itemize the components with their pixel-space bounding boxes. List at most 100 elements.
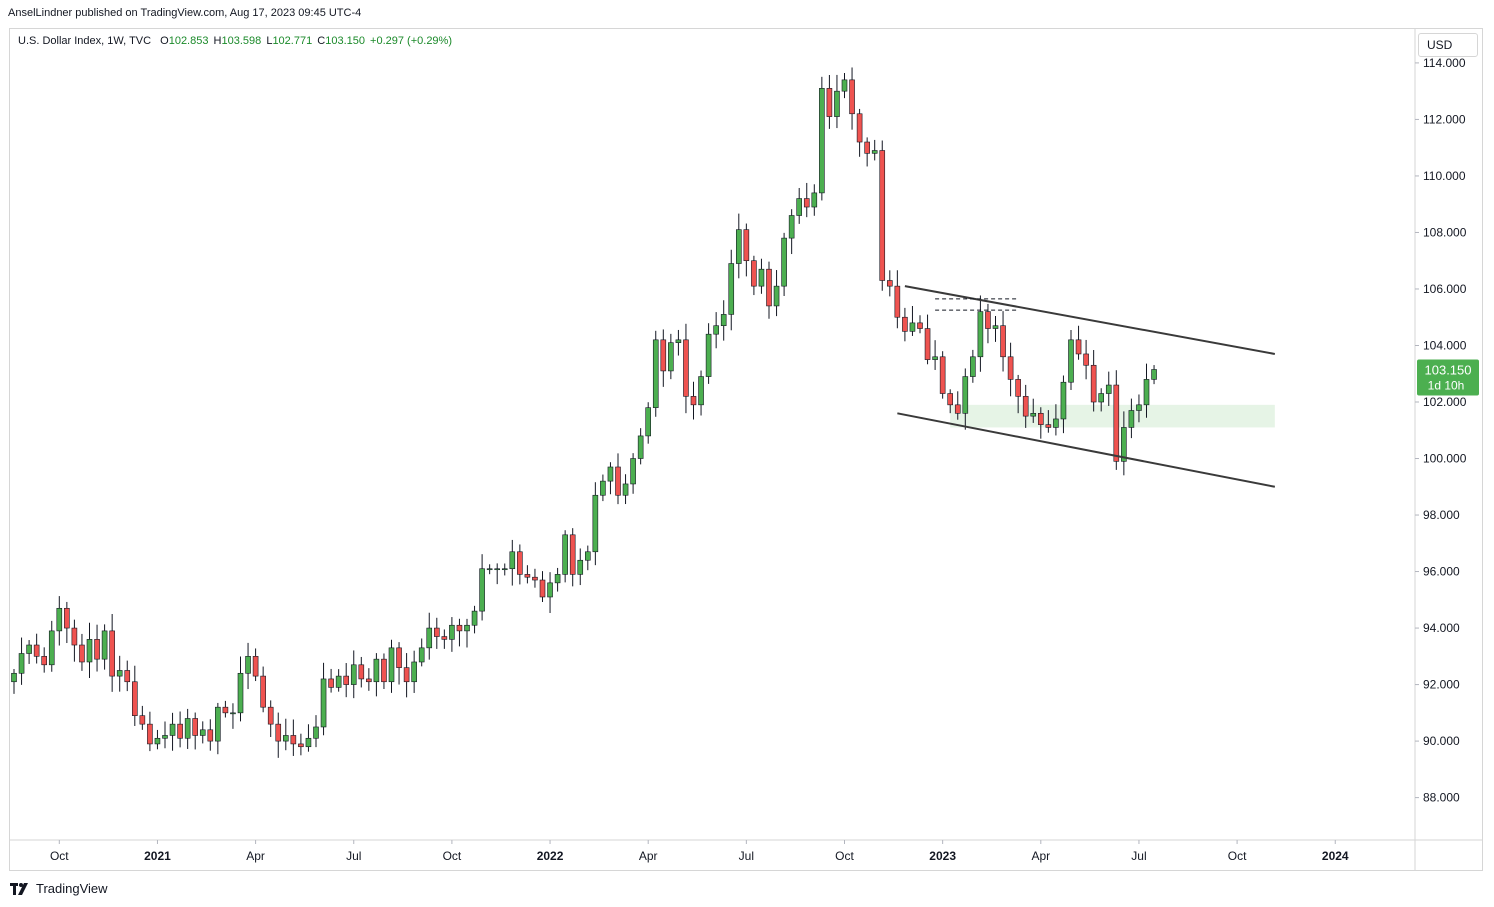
x-tick-label: Jul <box>1131 849 1146 863</box>
candle-body <box>411 661 417 683</box>
candle-body <box>1136 404 1142 411</box>
candle-body <box>1083 353 1089 366</box>
candle-body <box>1113 384 1120 462</box>
candle-body <box>554 574 561 584</box>
candle-body <box>388 647 395 683</box>
candle-body <box>992 325 999 329</box>
currency-selector[interactable]: USD <box>1418 33 1478 57</box>
candle-body <box>64 607 70 629</box>
candle-body <box>743 229 750 262</box>
candle-body <box>607 466 614 482</box>
candle-body <box>86 639 93 663</box>
candle-body <box>539 579 546 598</box>
candle-body <box>970 356 976 377</box>
candle-body <box>819 88 825 194</box>
open-value: 102.853 <box>168 35 209 47</box>
candle-body <box>184 718 191 739</box>
candle-body <box>917 322 923 329</box>
y-tick-label: 100.000 <box>1423 452 1467 466</box>
candle-body <box>162 735 168 739</box>
high-value: 103.598 <box>221 35 262 47</box>
candle-body <box>486 568 493 571</box>
candle-body <box>335 675 342 688</box>
candle-body <box>509 551 516 570</box>
candle-body <box>1105 384 1112 394</box>
candle-body <box>637 435 644 459</box>
candle-body <box>811 192 818 208</box>
candle-body <box>139 715 146 725</box>
candle-body <box>56 607 63 632</box>
candle-body <box>441 636 448 640</box>
candle-body <box>713 325 719 335</box>
candle-body <box>373 658 380 683</box>
candle-body <box>849 79 855 115</box>
candle-body <box>577 559 584 575</box>
candle-body <box>1121 427 1127 462</box>
candle-body <box>856 113 863 143</box>
candle-body <box>147 723 153 745</box>
x-tick-label: Apr <box>246 849 265 863</box>
candle-body <box>698 376 704 406</box>
brand-label: TradingView <box>36 881 108 896</box>
candle-body <box>305 737 312 748</box>
candle-body <box>751 260 757 287</box>
candle-body <box>947 393 954 406</box>
candle-body <box>864 141 870 154</box>
candle-body <box>705 333 712 377</box>
candle-body <box>230 712 236 715</box>
candle-body <box>154 737 161 745</box>
candle-body <box>773 285 780 307</box>
candle-body <box>464 624 470 632</box>
x-tick-label: Apr <box>1031 849 1050 863</box>
candle-body <box>962 376 969 414</box>
candle-body <box>622 483 629 496</box>
candle-body <box>11 672 17 683</box>
y-tick-label: 112.000 <box>1423 112 1466 126</box>
y-tick-label: 102.000 <box>1423 395 1467 409</box>
candle-body <box>116 670 123 677</box>
candle-body <box>788 215 795 239</box>
candle-body <box>660 339 667 372</box>
y-tick-label: 96.000 <box>1423 565 1460 579</box>
y-tick-label: 104.000 <box>1423 338 1467 352</box>
candle-body <box>449 624 455 640</box>
candle-body <box>252 656 259 677</box>
candle-body <box>615 466 621 496</box>
tradingview-brand: TradingView <box>10 881 108 896</box>
candle-body <box>1098 393 1104 403</box>
x-tick-label: 2024 <box>1322 849 1349 863</box>
candle-body <box>939 356 946 394</box>
y-tick-label: 98.000 <box>1423 508 1460 522</box>
candle-body <box>320 678 327 728</box>
candle-body <box>199 729 206 736</box>
close-value: 103.150 <box>325 35 365 47</box>
candle-body <box>871 150 878 154</box>
low-label: L <box>266 35 273 47</box>
candle-body <box>735 229 742 264</box>
candle-body <box>1053 418 1059 428</box>
candle-body <box>879 150 886 281</box>
candle-body <box>592 494 599 553</box>
candle-body <box>630 458 636 485</box>
candle-body <box>1045 424 1052 428</box>
candle-body <box>1128 410 1135 428</box>
candle-body <box>313 726 319 739</box>
y-tick-label: 92.000 <box>1423 678 1460 692</box>
support-zone <box>950 404 1275 428</box>
publisher-line: AnselLindner published on TradingView.co… <box>8 7 362 19</box>
candle-body <box>41 656 48 666</box>
candle-body <box>834 90 840 117</box>
candle-body <box>207 729 214 742</box>
candle-body <box>894 285 901 318</box>
candle-body <box>902 316 908 332</box>
x-tick-label: Oct <box>50 849 69 863</box>
y-tick-label: 94.000 <box>1423 621 1460 635</box>
candle-body <box>328 678 334 688</box>
candle-body <box>290 735 297 745</box>
y-tick-label: 90.000 <box>1423 734 1460 748</box>
candle-body <box>532 576 538 581</box>
candle-body <box>1151 369 1157 380</box>
candle-body <box>1143 379 1150 406</box>
candle-body <box>267 706 274 725</box>
